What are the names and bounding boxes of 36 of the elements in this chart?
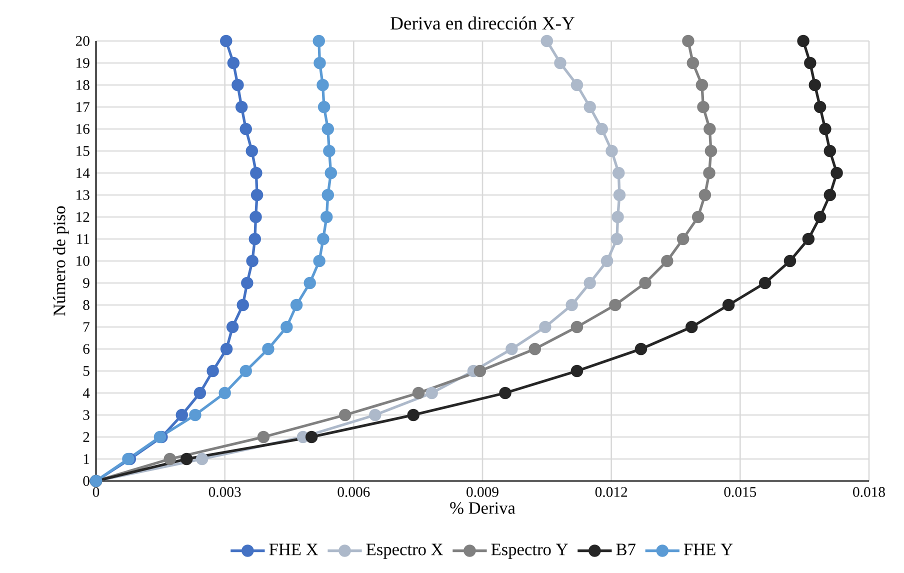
x-axis-title: % Deriva bbox=[450, 502, 516, 514]
y-tick-label: 2 bbox=[83, 432, 90, 442]
y-tick-label: 15 bbox=[76, 146, 90, 156]
y-tick-label: 1 bbox=[84, 454, 90, 464]
y-tick-label: 11 bbox=[77, 234, 90, 244]
legend-label: FHE Y bbox=[684, 544, 733, 556]
x-tick-label: 0 bbox=[92, 487, 100, 497]
y-axis-title: Número de piso bbox=[53, 206, 69, 316]
y-tick-label: 13 bbox=[76, 190, 90, 200]
chart-title: Deriva en dirección X-Y bbox=[390, 16, 575, 30]
y-tick-label: 8 bbox=[83, 300, 90, 310]
y-tick-label: 6 bbox=[83, 344, 90, 354]
legend-label: B7 bbox=[616, 544, 636, 556]
y-tick-label: 16 bbox=[76, 124, 90, 134]
x-tick-label: 0.018 bbox=[853, 487, 885, 497]
x-tick-label: 0.003 bbox=[208, 487, 241, 497]
y-tick-label: 0 bbox=[83, 476, 90, 486]
x-tick-label: 0.015 bbox=[724, 487, 756, 497]
legend-label: Espectro Y bbox=[491, 544, 568, 559]
y-tick-label: 12 bbox=[76, 212, 90, 222]
legend-label: FHE X bbox=[269, 544, 318, 556]
y-tick-label: 5 bbox=[83, 366, 90, 376]
y-tick-label: 20 bbox=[76, 36, 90, 46]
y-tick-label: 7 bbox=[84, 322, 90, 332]
legend-label: Espectro X bbox=[366, 544, 443, 559]
y-tick-label: 3 bbox=[83, 410, 90, 420]
y-tick-label: 19 bbox=[76, 58, 90, 68]
y-tick-label: 9 bbox=[83, 278, 90, 288]
x-tick-label: 0.006 bbox=[338, 487, 370, 497]
x-tick-label: 0.009 bbox=[466, 487, 498, 497]
x-tick-label: 0.012 bbox=[595, 487, 628, 497]
y-tick-label: 18 bbox=[76, 80, 90, 90]
y-tick-label: 10 bbox=[76, 256, 90, 266]
y-tick-label: 14 bbox=[76, 168, 90, 178]
y-tick-label: 4 bbox=[82, 388, 90, 398]
y-tick-label: 17 bbox=[76, 102, 90, 112]
